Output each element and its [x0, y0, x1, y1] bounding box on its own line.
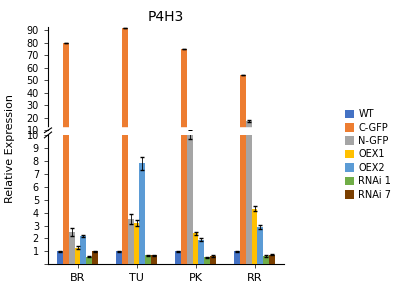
Bar	[151, 142, 157, 143]
Bar	[258, 139, 263, 143]
Bar	[210, 142, 216, 143]
Bar	[198, 140, 204, 143]
Bar	[187, 135, 192, 264]
Bar	[140, 133, 145, 143]
Bar	[252, 138, 258, 143]
Bar	[234, 251, 240, 264]
Bar	[80, 140, 86, 143]
Bar	[192, 140, 198, 143]
Bar	[57, 141, 63, 143]
Bar	[63, 0, 69, 264]
Bar	[252, 209, 258, 264]
Bar	[134, 139, 140, 143]
Bar	[122, 0, 128, 264]
Bar	[204, 142, 210, 143]
Bar	[86, 142, 92, 143]
Bar	[145, 255, 151, 264]
Bar	[263, 256, 269, 264]
Bar	[263, 142, 269, 143]
Legend: WT, C-GFP, N-GFP, OEX1, OEX2, RNAi 1, RNAi 7: WT, C-GFP, N-GFP, OEX1, OEX2, RNAi 1, RN…	[343, 107, 393, 202]
Bar	[269, 142, 275, 143]
Bar	[145, 142, 151, 143]
Bar	[175, 251, 181, 264]
Bar	[116, 251, 122, 264]
Bar	[192, 233, 198, 264]
Bar	[69, 232, 74, 264]
Bar	[210, 256, 216, 264]
Bar	[240, 75, 246, 143]
Bar	[181, 0, 187, 264]
Bar	[134, 223, 140, 264]
Bar	[80, 236, 86, 264]
Bar	[269, 255, 275, 264]
Bar	[240, 0, 246, 264]
Bar	[74, 247, 80, 264]
Bar	[175, 141, 181, 143]
Bar	[234, 141, 240, 143]
Bar	[92, 141, 98, 143]
Text: Relative Expression: Relative Expression	[5, 94, 15, 203]
Bar	[122, 28, 128, 143]
Bar	[92, 251, 98, 264]
Bar	[86, 257, 92, 264]
Bar	[246, 38, 252, 264]
Bar	[181, 49, 187, 143]
Bar	[258, 227, 263, 264]
Bar	[204, 257, 210, 264]
Bar	[128, 138, 134, 143]
Bar	[69, 140, 74, 143]
Bar	[63, 43, 69, 143]
Bar	[74, 141, 80, 143]
Bar	[198, 240, 204, 264]
Bar	[128, 219, 134, 264]
Bar	[151, 255, 157, 264]
Bar	[140, 163, 145, 264]
Bar	[116, 141, 122, 143]
Bar	[246, 121, 252, 143]
Bar	[57, 251, 63, 264]
Title: P4H3: P4H3	[148, 10, 184, 24]
Bar	[187, 130, 192, 143]
